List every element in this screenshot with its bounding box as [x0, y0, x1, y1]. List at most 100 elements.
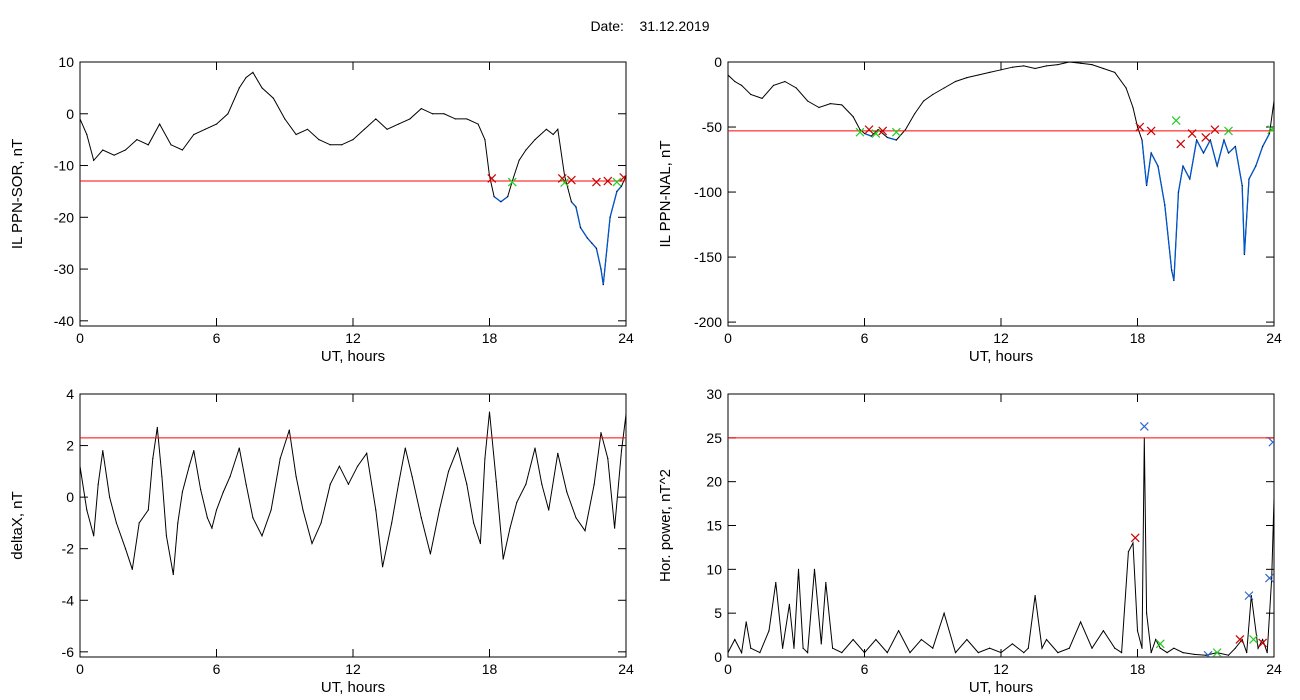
- data-point: [859, 129, 861, 131]
- data-point: [1273, 100, 1274, 102]
- data-point: [534, 139, 536, 141]
- data-point: [775, 581, 777, 584]
- data-point: [1057, 64, 1059, 66]
- data-point: [363, 128, 365, 130]
- x-tick-label: 18: [482, 330, 498, 346]
- data-point: [818, 106, 820, 109]
- data-point: [466, 118, 468, 120]
- y-tick-label: -4: [62, 592, 75, 608]
- data-point: [502, 558, 504, 560]
- data-point: [1248, 178, 1250, 180]
- data-point: [138, 522, 140, 524]
- x-tick-label: 6: [861, 661, 869, 677]
- data-point: [820, 643, 822, 645]
- data-point: [80, 118, 81, 120]
- below-threshold-segment: [1177, 165, 1184, 193]
- data-point: [600, 432, 602, 434]
- data-point: [1136, 126, 1139, 128]
- data-point: [807, 100, 809, 102]
- data-point: [386, 128, 388, 130]
- date-value: 31.12.2019: [639, 18, 710, 34]
- data-point: [177, 522, 179, 524]
- data-point: [741, 84, 743, 87]
- data-point: [1243, 253, 1246, 256]
- below-threshold-segment: [591, 242, 597, 249]
- data-point: [136, 139, 138, 141]
- below-threshold-segment: [586, 237, 593, 244]
- chart-panel-4: 0 6 12 18 24 0 5 10 15 20 25 30 UT, hours Hor. power,…: [657, 386, 1282, 696]
- x-axis-label: UT, hours: [321, 679, 385, 696]
- data-point: [977, 652, 979, 654]
- data-point: [1080, 621, 1082, 623]
- data-point: [620, 185, 623, 187]
- data-point: [841, 652, 843, 654]
- data-point: [181, 149, 183, 151]
- data-point: [295, 475, 297, 478]
- data-point: [477, 123, 479, 125]
- data-point: [238, 447, 240, 449]
- below-threshold-segment: [1248, 165, 1257, 180]
- data-point: [1157, 165, 1159, 167]
- data-point: [352, 139, 354, 141]
- data-point: [420, 107, 422, 110]
- data-point: [943, 87, 945, 89]
- plot-frame: [79, 393, 627, 658]
- data-point: [886, 136, 888, 139]
- data-point: [420, 517, 422, 519]
- event-marker: [855, 127, 865, 137]
- data-point: [759, 652, 761, 654]
- event-marker: [1171, 116, 1181, 125]
- data-point: [227, 113, 229, 115]
- data-point: [1234, 145, 1236, 148]
- data-point: [750, 93, 752, 96]
- data-point: [356, 465, 359, 467]
- data-point: [156, 426, 158, 429]
- data-point: [1034, 67, 1036, 70]
- x-tick-label: 0: [76, 661, 84, 677]
- data-point: [113, 154, 115, 156]
- data-point: [534, 447, 536, 449]
- data-point: [454, 118, 456, 120]
- data-point: [1241, 638, 1243, 641]
- data-point: [161, 475, 163, 478]
- data-point: [1182, 165, 1184, 167]
- data-point: [1146, 184, 1148, 187]
- data-point: [1227, 654, 1230, 656]
- data-point: [347, 483, 350, 485]
- data-point: [397, 123, 400, 125]
- data-point: [320, 522, 322, 524]
- y-tick-label: -20: [54, 209, 74, 225]
- data-point: [80, 465, 81, 467]
- event-marker: [1244, 591, 1254, 601]
- y-tick-label: 20: [706, 474, 722, 490]
- below-threshold-segment: [1209, 139, 1218, 167]
- data-point: [552, 133, 554, 136]
- data-point: [252, 517, 254, 519]
- event-marker: [619, 173, 626, 182]
- x-tick-label: 6: [213, 661, 221, 677]
- data-point: [768, 630, 770, 632]
- data-point: [877, 129, 879, 131]
- event-marker: [612, 177, 622, 187]
- data-point: [245, 76, 247, 79]
- event-marker: [1201, 133, 1211, 142]
- below-threshold-segment: [1164, 204, 1173, 271]
- plot-area: [728, 62, 1274, 282]
- data-point: [1246, 652, 1248, 654]
- event-marker: [1249, 635, 1258, 644]
- below-threshold-segment: [1141, 139, 1148, 186]
- data-point: [545, 128, 547, 130]
- data-point: [745, 621, 747, 623]
- below-threshold-segment: [1241, 185, 1246, 255]
- data-point: [1091, 64, 1093, 66]
- y-tick-label: 0: [66, 106, 74, 122]
- data-point: [1173, 279, 1175, 282]
- data-point: [1262, 145, 1264, 148]
- data-point: [1166, 652, 1168, 654]
- data-point: [165, 535, 168, 537]
- data-point: [493, 195, 495, 198]
- data-point: [600, 268, 602, 270]
- data-point: [222, 491, 224, 493]
- data-point: [923, 100, 925, 102]
- data-point: [381, 566, 384, 568]
